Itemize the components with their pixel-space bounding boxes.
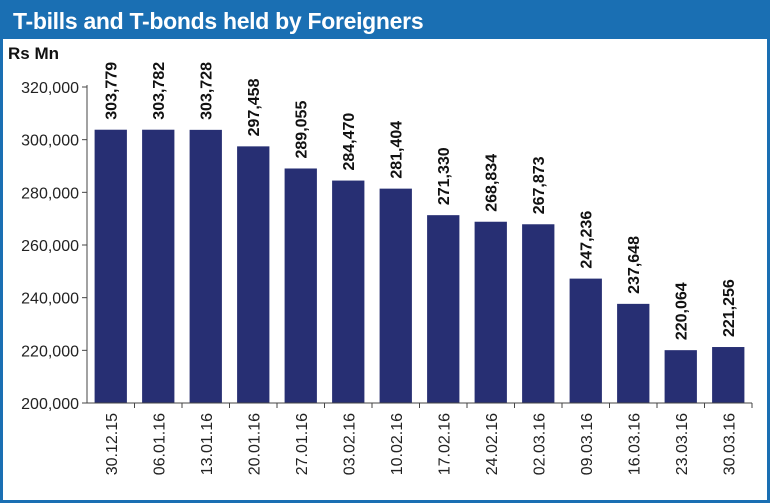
- x-axis: 30.12.15 06.01.16 13.01.16 20.01.16 27.01.16…: [87, 402, 753, 475]
- y-tick-label: 200,000: [21, 396, 79, 413]
- bar-value-label: 303,782: [151, 62, 168, 120]
- x-tick-label: 27.01.16: [294, 413, 311, 475]
- bar-value-label: 268,834: [484, 154, 501, 212]
- bar: [427, 215, 460, 403]
- bar: [332, 180, 365, 403]
- x-tick-label: 06.01.16: [151, 413, 168, 475]
- bar-value-label: 271,330: [436, 147, 453, 205]
- bar: [569, 278, 602, 403]
- bar-value-label: 284,470: [341, 113, 358, 171]
- x-tick-label: 20.01.16: [246, 413, 263, 475]
- bar-value-label: 303,728: [199, 62, 216, 120]
- x-tick-label: 03.02.16: [341, 413, 358, 475]
- bar: [379, 188, 412, 403]
- bar: [284, 168, 317, 403]
- bar: [664, 350, 697, 403]
- bar: [617, 303, 650, 403]
- y-axis-unit-label: Rs Mn: [8, 44, 59, 63]
- x-tick-label: 23.03.16: [674, 413, 691, 475]
- y-tick-label: 220,000: [21, 343, 79, 360]
- bar-value-label: 247,236: [579, 211, 596, 269]
- bar: [142, 129, 175, 403]
- y-axis: 200,000 220,000 240,000 260,000 280,000 300,0…: [21, 80, 88, 413]
- x-tick-label: 09.03.16: [579, 413, 596, 475]
- x-tick-label: 17.02.16: [436, 413, 453, 475]
- bar: [712, 347, 745, 403]
- bar: [94, 129, 127, 403]
- bar-value-label: 297,458: [246, 78, 263, 136]
- bar-value-label: 281,404: [389, 121, 406, 179]
- y-tick-label: 280,000: [21, 185, 79, 202]
- chart-title: T-bills and T-bonds held by Foreigners: [13, 8, 424, 34]
- bar: [237, 146, 270, 403]
- x-tick-label: 30.12.15: [104, 413, 121, 475]
- x-tick-label: 13.01.16: [199, 413, 216, 475]
- bars: [94, 129, 745, 403]
- bar: [189, 129, 222, 403]
- title-bar: T-bills and T-bonds held by Foreigners: [3, 3, 767, 39]
- bar-value-label: 303,779: [104, 62, 121, 120]
- bar-value-label: 221,256: [721, 279, 738, 337]
- bar: [522, 224, 555, 403]
- x-tick-label: 02.03.16: [531, 413, 548, 475]
- y-tick-label: 300,000: [21, 133, 79, 150]
- x-tick-label: 30.03.16: [721, 413, 738, 475]
- bar-value-label: 237,648: [626, 236, 643, 294]
- y-tick-label: 320,000: [21, 80, 79, 97]
- x-tick-label: 24.02.16: [484, 413, 501, 475]
- x-tick-label: 10.02.16: [389, 413, 406, 475]
- value-labels: 303,779 303,782 303,728 297,458 289,055 284,4…: [104, 62, 739, 340]
- bar: [474, 221, 507, 403]
- bar-value-label: 220,064: [674, 282, 691, 340]
- y-tick-label: 240,000: [21, 291, 79, 308]
- bar-value-label: 267,873: [531, 156, 548, 214]
- x-tick-label: 16.03.16: [626, 413, 643, 475]
- y-tick-label: 260,000: [21, 238, 79, 255]
- bar-value-label: 289,055: [294, 101, 311, 159]
